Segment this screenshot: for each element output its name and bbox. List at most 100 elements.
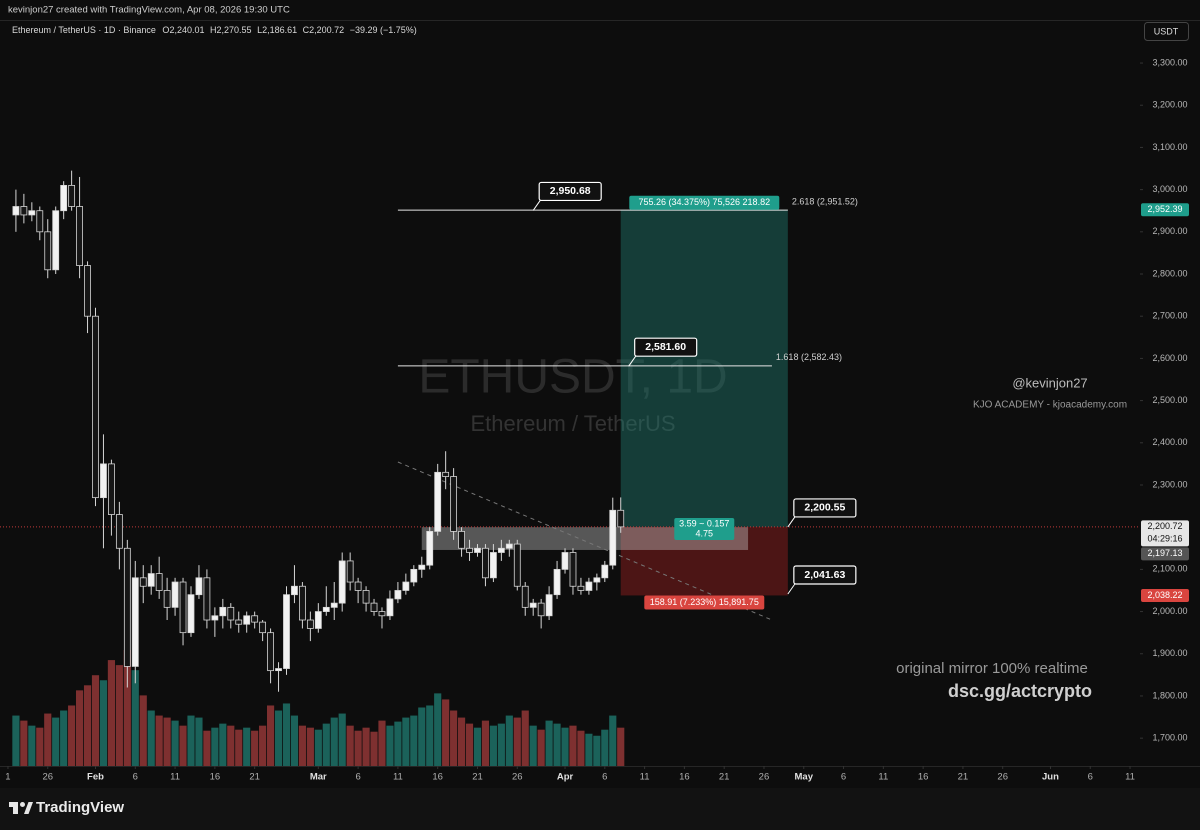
volume-bar [290,715,299,766]
volume-bar [259,725,267,766]
legend-change: −39.29 (−1.75%) [350,25,417,35]
volume-bar [378,720,386,766]
candle-body [529,602,537,608]
candle-body [171,581,179,608]
volume-bar [394,721,402,766]
legend-key: H [210,25,217,35]
price-label: 2,038.22 [1147,590,1182,600]
callout-box [793,565,857,585]
volume-bar [450,710,458,766]
legend-value: 2,186.61 [262,25,297,35]
position-label-bg [644,595,765,610]
volume-bar [115,665,123,766]
volume-bar [505,715,513,766]
callout-label: 2,041.63 [804,569,845,581]
legend-value: 2,200.72 [309,25,344,35]
x-tick-label: 6 [602,772,607,783]
logo-shape [13,802,18,814]
x-tick-label: 6 [1088,772,1093,783]
candle-body [505,543,513,549]
y-tick-label: 2,700.00 [1152,311,1187,321]
volume-bar [44,713,52,766]
legend-title: Ethereum / TetherUS · 1D · Binance [12,25,156,35]
volume-bar [481,720,490,766]
volume-bar [298,725,306,766]
candle-body [370,602,378,612]
candle-body [131,577,139,667]
candle-body [577,585,585,591]
x-tick-label: 26 [42,772,53,783]
candle-body [489,552,497,579]
legend: Ethereum / TetherUS · 1D · Binance O2,24… [12,25,417,35]
volume-bar [155,715,163,766]
x-tick-label: 21 [249,772,260,783]
candle-body [235,619,243,625]
candle-body [259,621,267,634]
position-label-bg [629,195,780,210]
candle-body [609,509,617,566]
candle-body [299,585,306,621]
volume-bar [211,727,219,766]
x-tick-label: 11 [640,772,650,783]
volume-bar [545,720,553,766]
volume-bar [362,727,370,766]
currency-button[interactable] [1144,22,1189,41]
volume-bar [465,723,474,766]
candle-body [521,585,529,608]
candle-body [426,530,434,566]
volume-bar [163,717,171,766]
candle-body [553,568,561,596]
candle-body [92,315,99,499]
candle-body [20,206,28,216]
candle-body [187,594,195,634]
logo-shape [20,802,25,807]
candle-body [139,577,147,587]
volume-bar [370,731,378,766]
x-tick-label: 16 [432,772,443,783]
volume-bar [251,730,259,766]
candle-body [442,471,450,477]
candle-body [123,547,131,667]
legend-key: C [303,25,310,35]
volume-bar [75,690,84,766]
candle-body [474,547,481,553]
volume-bar [434,693,442,766]
candle-body [394,590,402,600]
volume-bar [314,729,322,766]
volume-bar [521,710,529,766]
position-label: 158.91 (7.233%) 15,891.75 [650,597,759,607]
volume-bar [235,729,243,766]
x-tick-label: Feb [87,772,104,783]
volume-bar [68,705,76,766]
volume-bar [489,725,497,766]
x-tick-label: 11 [170,772,180,783]
candle-body [84,265,91,317]
candle-body [418,564,426,570]
x-tick-label: 16 [679,772,690,783]
candle-body [513,543,521,587]
volume-bar [529,725,537,766]
y-tick-label: 2,600.00 [1152,353,1187,363]
candle-body [179,581,187,634]
candle-body [163,590,171,608]
price-label-timer: 04:29:16 [1147,534,1182,544]
callout-pointer [787,516,796,528]
candle-body [402,581,410,591]
volume-bar [561,727,569,766]
candle-body [68,185,76,207]
candle-body [386,598,394,617]
position-label: 3.59 ~ 0.157 [679,518,729,528]
currency[interactable]: USDT [1154,26,1179,36]
mirror-note: original mirror 100% realtime [896,660,1088,677]
candle-body [545,594,553,617]
candle-body [291,585,298,596]
callout-label: 2,581.60 [645,341,686,353]
candle-body [322,606,330,612]
candle-body [354,581,362,591]
volume-bar [266,705,275,766]
volume-bar [131,670,139,766]
handle: @kevinjon27 [1012,375,1087,390]
volume-bar [99,680,108,766]
y-tick-label: 1,700.00 [1152,733,1187,743]
